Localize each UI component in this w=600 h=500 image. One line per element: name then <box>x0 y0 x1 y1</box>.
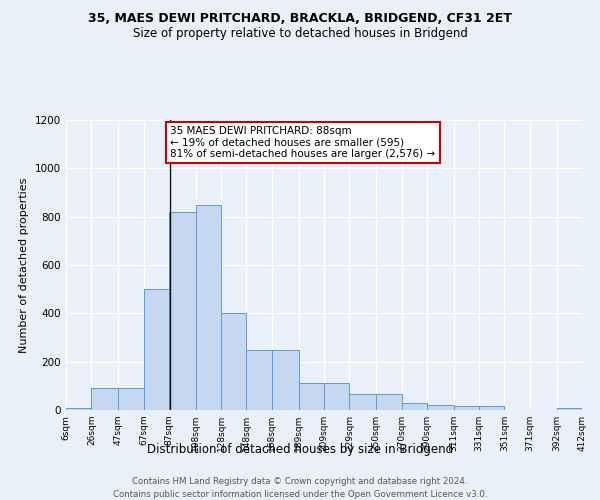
Text: Size of property relative to detached houses in Bridgend: Size of property relative to detached ho… <box>133 28 467 40</box>
Bar <box>582 408 600 410</box>
Text: 35 MAES DEWI PRITCHARD: 88sqm
← 19% of detached houses are smaller (595)
81% of : 35 MAES DEWI PRITCHARD: 88sqm ← 19% of d… <box>170 126 436 159</box>
Bar <box>221 314 247 410</box>
Y-axis label: Number of detached properties: Number of detached properties <box>19 178 29 352</box>
Bar <box>479 406 505 410</box>
Text: 35, MAES DEWI PRITCHARD, BRACKLA, BRIDGEND, CF31 2ET: 35, MAES DEWI PRITCHARD, BRACKLA, BRIDGE… <box>88 12 512 26</box>
Bar <box>91 388 118 410</box>
Bar <box>272 350 299 410</box>
Bar <box>66 408 91 410</box>
Bar <box>349 394 376 410</box>
Bar <box>401 403 427 410</box>
Text: Contains public sector information licensed under the Open Government Licence v3: Contains public sector information licen… <box>113 490 487 499</box>
Bar <box>143 289 169 410</box>
Bar <box>324 384 349 410</box>
Bar <box>376 394 401 410</box>
Bar <box>169 212 196 410</box>
Bar <box>299 384 324 410</box>
Bar <box>247 350 272 410</box>
Bar <box>427 405 454 410</box>
Bar <box>118 388 143 410</box>
Bar <box>557 408 582 410</box>
Bar <box>454 406 479 410</box>
Bar <box>196 204 221 410</box>
Text: Distribution of detached houses by size in Bridgend: Distribution of detached houses by size … <box>147 442 453 456</box>
Text: Contains HM Land Registry data © Crown copyright and database right 2024.: Contains HM Land Registry data © Crown c… <box>132 478 468 486</box>
